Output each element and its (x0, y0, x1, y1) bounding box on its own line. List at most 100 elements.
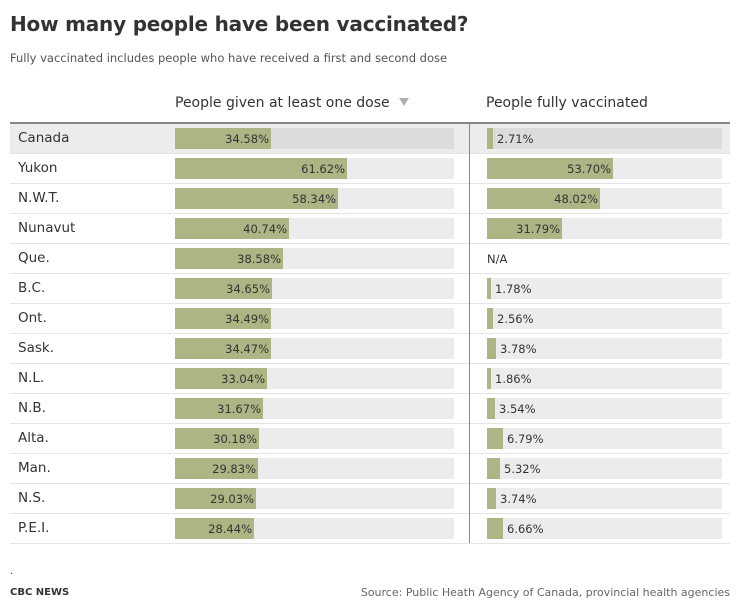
column-header-fully-vaccinated-label: People fully vaccinated (486, 95, 648, 111)
one-dose-bar-track: 28.44% (175, 518, 454, 539)
fully-vaccinated-value-label: 3.78% (500, 342, 537, 356)
fully-vaccinated-bar-track: 3.78% (487, 338, 722, 359)
fully-vaccinated-bar[interactable] (487, 158, 613, 179)
fully-vaccinated-bar[interactable] (487, 488, 496, 509)
fully-vaccinated-bar[interactable] (487, 518, 503, 539)
one-dose-bar[interactable] (175, 218, 289, 239)
cbc-news-logo: CBC NEWS (10, 587, 70, 598)
table-row-nunavut[interactable]: Nunavut 40.74% 31.79% (10, 214, 730, 244)
table-row-n-l[interactable]: N.L. 33.04% 1.86% (10, 364, 730, 394)
fully-vaccinated-bar[interactable] (487, 398, 495, 419)
one-dose-bar[interactable] (175, 308, 271, 329)
fully-vaccinated-bar-track: 48.02% (487, 188, 722, 209)
one-dose-value-label: 38.58% (237, 252, 281, 266)
row-label: Ont. (18, 310, 47, 326)
fully-vaccinated-bar-track: 31.79% (487, 218, 722, 239)
table-row-p-e-i[interactable]: P.E.I. 28.44% 6.66% (10, 514, 730, 544)
one-dose-value-label: 34.47% (225, 342, 269, 356)
fully-vaccinated-na-label: N/A (487, 252, 508, 266)
fully-vaccinated-bar-track: 3.54% (487, 398, 722, 419)
fully-vaccinated-bar[interactable] (487, 188, 600, 209)
row-label: Canada (18, 130, 70, 146)
one-dose-value-label: 29.03% (210, 492, 254, 506)
one-dose-bar[interactable] (175, 248, 283, 269)
one-dose-value-label: 58.34% (292, 192, 336, 206)
table-row-canada[interactable]: Canada 34.58% 2.71% (10, 124, 730, 154)
one-dose-value-label: 31.67% (217, 402, 261, 416)
one-dose-bar[interactable] (175, 128, 271, 149)
one-dose-bar-track: 33.04% (175, 368, 454, 389)
one-dose-bar-track: 34.65% (175, 278, 454, 299)
sort-down-icon[interactable] (398, 98, 409, 106)
row-label: N.W.T. (18, 190, 60, 206)
table-row-yukon[interactable]: Yukon 61.62% 53.70% (10, 154, 730, 184)
one-dose-bar[interactable] (175, 188, 338, 209)
column-divider (469, 124, 470, 543)
one-dose-bar[interactable] (175, 488, 256, 509)
fully-vaccinated-value-label: 2.56% (497, 312, 534, 326)
fully-vaccinated-bar[interactable] (487, 338, 496, 359)
table-row-que[interactable]: Que. 38.58% N/A (10, 244, 730, 274)
row-label: Man. (18, 460, 51, 476)
fully-vaccinated-value-label: 5.32% (504, 462, 541, 476)
fully-vaccinated-bar[interactable] (487, 278, 491, 299)
fully-vaccinated-value-label: 6.79% (507, 432, 544, 446)
fully-vaccinated-bar[interactable] (487, 368, 491, 389)
one-dose-value-label: 28.44% (208, 522, 252, 536)
one-dose-value-label: 30.18% (213, 432, 257, 446)
table-row-n-w-t[interactable]: N.W.T. 58.34% 48.02% (10, 184, 730, 214)
one-dose-bar-track: 29.83% (175, 458, 454, 479)
one-dose-bar[interactable] (175, 428, 259, 449)
table-row-sask[interactable]: Sask. 34.47% 3.78% (10, 334, 730, 364)
fully-vaccinated-bar-track: 1.78% (487, 278, 722, 299)
fully-vaccinated-bar[interactable] (487, 218, 562, 239)
fully-vaccinated-bar-track: 6.79% (487, 428, 722, 449)
fully-vaccinated-bar-track: 2.71% (487, 128, 722, 149)
table-row-ont[interactable]: Ont. 34.49% 2.56% (10, 304, 730, 334)
table-row-alta[interactable]: Alta. 30.18% 6.79% (10, 424, 730, 454)
one-dose-bar[interactable] (175, 398, 263, 419)
column-header-one-dose[interactable]: People given at least one dose (175, 95, 409, 111)
fully-vaccinated-bar-track: 2.56% (487, 308, 722, 329)
one-dose-value-label: 40.74% (243, 222, 287, 236)
fully-vaccinated-bar-track: 6.66% (487, 518, 722, 539)
fully-vaccinated-value-label: 48.02% (554, 192, 598, 206)
fully-vaccinated-bar-track: 5.32% (487, 458, 722, 479)
one-dose-bar[interactable] (175, 368, 267, 389)
fully-vaccinated-bar-track: 1.86% (487, 368, 722, 389)
chart-title: How many people have been vaccinated? (10, 12, 469, 36)
one-dose-bar-track: 40.74% (175, 218, 454, 239)
fully-vaccinated-value-label: 53.70% (567, 162, 611, 176)
one-dose-bar[interactable] (175, 278, 272, 299)
fully-vaccinated-bar[interactable] (487, 428, 503, 449)
fully-vaccinated-value-label: 1.86% (495, 372, 532, 386)
fully-vaccinated-value-label: 3.74% (500, 492, 537, 506)
column-header-fully-vaccinated[interactable]: People fully vaccinated (486, 95, 648, 111)
one-dose-value-label: 34.49% (225, 312, 269, 326)
table-row-man[interactable]: Man. 29.83% 5.32% (10, 454, 730, 484)
one-dose-value-label: 61.62% (301, 162, 345, 176)
one-dose-bar[interactable] (175, 518, 254, 539)
table-row-n-b[interactable]: N.B. 31.67% 3.54% (10, 394, 730, 424)
one-dose-value-label: 29.83% (212, 462, 256, 476)
footer-dot: . (10, 566, 14, 577)
fully-vaccinated-value-label: 2.71% (497, 132, 534, 146)
one-dose-bar[interactable] (175, 158, 347, 179)
fully-vaccinated-bar[interactable] (487, 128, 493, 149)
one-dose-bar-track: 38.58% (175, 248, 454, 269)
one-dose-bar-track: 31.67% (175, 398, 454, 419)
fully-vaccinated-bar[interactable] (487, 308, 493, 329)
one-dose-bar-track: 34.58% (175, 128, 454, 149)
fully-vaccinated-bar[interactable] (487, 458, 500, 479)
one-dose-value-label: 33.04% (221, 372, 265, 386)
table-row-b-c[interactable]: B.C. 34.65% 1.78% (10, 274, 730, 304)
one-dose-bar[interactable] (175, 338, 271, 359)
row-label: N.B. (18, 400, 46, 416)
one-dose-bar-track: 29.03% (175, 488, 454, 509)
one-dose-value-label: 34.65% (226, 282, 270, 296)
table-row-n-s[interactable]: N.S. 29.03% 3.74% (10, 484, 730, 514)
one-dose-bar[interactable] (175, 458, 258, 479)
fully-vaccinated-bar-track: 3.74% (487, 488, 722, 509)
one-dose-bar-track: 34.49% (175, 308, 454, 329)
row-label: Yukon (18, 160, 58, 176)
